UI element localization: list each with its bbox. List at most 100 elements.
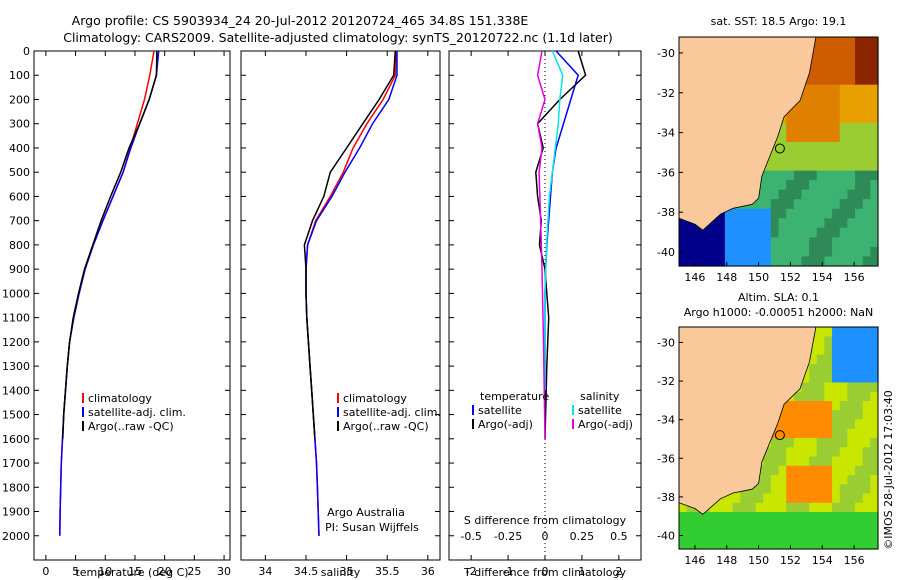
ocean-cell: [786, 438, 795, 448]
ocean-cell: [832, 327, 841, 337]
ocean-cell: [801, 208, 810, 219]
ocean-cell: [770, 227, 780, 238]
ocean-cell: [855, 227, 864, 238]
ocean-cell: [793, 419, 803, 430]
ocean-cell: [862, 354, 871, 365]
ocean-cell: [778, 512, 787, 522]
ocean-cell: [847, 373, 856, 384]
ocean-cell: [755, 199, 764, 210]
ocean-cell: [694, 530, 703, 541]
ocean-cell: [770, 484, 780, 495]
ocean-cell: [832, 246, 841, 258]
ocean-cell: [809, 354, 818, 365]
ocean-cell: [778, 465, 787, 476]
ocean-cell: [770, 189, 780, 200]
ocean-cell: [816, 410, 826, 421]
ocean-cell: [832, 401, 841, 411]
ocean-cell: [786, 401, 795, 411]
ocean-cell: [847, 256, 856, 267]
ocean-cell: [816, 132, 826, 143]
ocean-cell: [855, 438, 864, 448]
ocean-cell: [870, 447, 879, 458]
ocean-cell: [847, 103, 856, 114]
ocean-cell: [862, 103, 871, 114]
ocean-cell: [816, 246, 826, 258]
ocean-cell: [862, 246, 871, 258]
ocean-cell: [847, 438, 856, 448]
ocean-cell: [701, 237, 711, 248]
ocean-cell: [816, 539, 826, 550]
ocean-cell: [832, 354, 841, 365]
ocean-cell: [778, 484, 787, 495]
ocean-cell: [793, 391, 803, 402]
ocean-cell: [870, 521, 879, 532]
ocean-cell: [847, 227, 856, 238]
ocean-cell: [855, 502, 864, 513]
ocean-cell: [809, 218, 818, 229]
ocean-cell: [855, 65, 864, 76]
ocean-cell: [870, 94, 879, 105]
map-frame: [678, 36, 879, 267]
ocean-cell: [809, 502, 818, 513]
ocean-cell: [870, 401, 879, 411]
legend-label: satellite: [578, 404, 622, 417]
ocean-cell: [786, 530, 795, 541]
ocean-cell: [740, 246, 749, 258]
ocean-cell: [763, 502, 772, 513]
ocean-cell: [801, 84, 810, 95]
ocean-cell: [778, 189, 787, 200]
ocean-cell: [801, 373, 810, 384]
ocean-cell: [855, 465, 864, 476]
ocean-cell: [832, 428, 841, 439]
y-tick-label: -38: [657, 491, 675, 504]
ocean-cell: [793, 539, 803, 550]
ocean-cell: [740, 237, 749, 248]
x-tick-label: -1: [503, 565, 514, 578]
ocean-cell: [832, 484, 841, 495]
x-tick-label: 156: [844, 271, 865, 284]
ocean-cell: [793, 218, 803, 229]
ocean-cell: [740, 218, 749, 229]
ocean-cell: [786, 410, 795, 421]
ocean-cell: [732, 502, 741, 513]
credit-line1: Argo Australia: [327, 506, 405, 519]
ocean-cell: [824, 419, 833, 430]
ocean-cell: [763, 493, 772, 504]
ocean-cell: [717, 521, 726, 532]
ocean-cell: [793, 170, 803, 181]
ocean-cell: [793, 103, 803, 114]
ocean-cell: [839, 227, 848, 238]
ocean-cell: [755, 512, 764, 522]
ocean-cell: [870, 530, 879, 541]
map-subtitle: Argo h1000: -0.00051 h2000: NaN: [684, 306, 874, 319]
ocean-cell: [824, 401, 833, 411]
plot-frame: [240, 50, 441, 561]
ocean-cell: [839, 84, 848, 95]
ocean-cell: [855, 484, 864, 495]
ocean-cell: [824, 530, 833, 541]
ocean-cell: [717, 539, 726, 550]
ocean-cell: [870, 65, 879, 76]
ocean-cell: [839, 180, 848, 191]
ocean-cell: [847, 189, 856, 200]
ocean-cell: [778, 539, 787, 550]
ocean-cell: [686, 246, 695, 258]
ocean-cell: [701, 256, 711, 267]
ocean-cell: [732, 256, 741, 267]
ocean-cell: [770, 521, 780, 532]
ocean-cell: [770, 208, 780, 219]
ocean-cell: [855, 161, 864, 172]
ocean-cell: [855, 521, 864, 532]
ocean-cell: [855, 37, 864, 48]
ocean-cell: [870, 141, 879, 153]
ocean-cell: [855, 391, 864, 402]
y-tick-label: 400: [9, 142, 30, 155]
ocean-cell: [679, 256, 688, 267]
ocean-cell: [755, 539, 764, 550]
ocean-cell: [870, 493, 879, 504]
ocean-cell: [855, 237, 864, 248]
ocean-cell: [816, 161, 826, 172]
ocean-cell: [809, 199, 818, 210]
ocean-cell: [870, 419, 879, 430]
ocean-cell: [809, 456, 818, 467]
